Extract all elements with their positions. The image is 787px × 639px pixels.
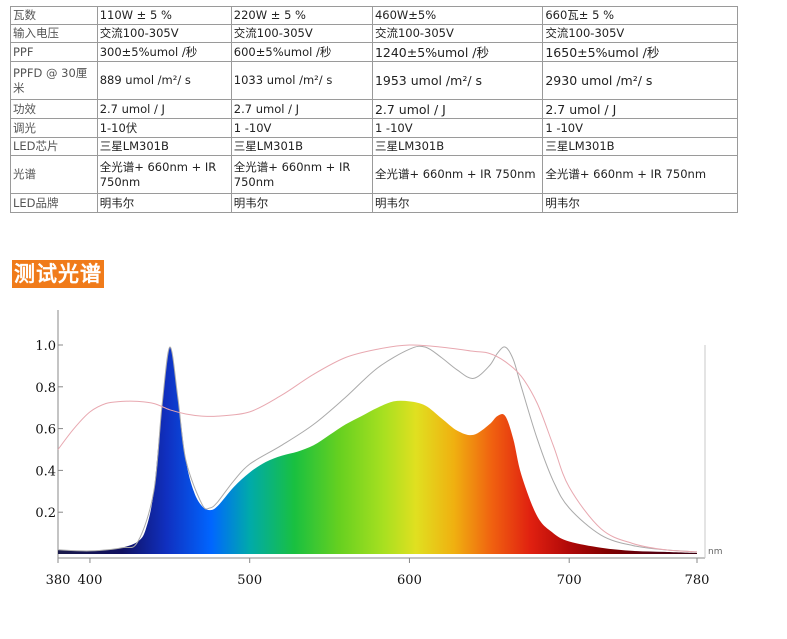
x-tick-label: 400 — [78, 573, 103, 588]
row-label: PPFD @ 30厘米 — [10, 61, 98, 100]
table-row: PPF 300±5%umol /秒 600±5%umol /秒 1240±5%umol… — [10, 42, 738, 62]
table-cell: 660瓦± 5 % — [542, 6, 738, 25]
table-cell: 1953 umol /m²/ s — [371, 61, 544, 100]
gray-reference-line — [57, 345, 698, 553]
table-cell: 1 -10V — [542, 118, 738, 138]
table-cell: 全光谱+ 660nm + IR 750nm — [230, 155, 373, 194]
table-cell: 2.7 umol / J — [371, 99, 544, 119]
row-label: 输入电压 — [10, 24, 98, 43]
x-ticks: 380 400 500 600 700 780 — [46, 558, 710, 588]
table-cell: 2.7 umol / J — [230, 99, 373, 119]
spectrum-chart: nm 0.2 0.4 0.6 0.8 1.0 380 400 500 600 700 780 — [35, 310, 722, 588]
table-cell: 1650±5%umol /秒 — [542, 42, 738, 62]
spectrum-area — [58, 347, 697, 554]
table-cell: 三星LM301B — [542, 137, 738, 156]
table-cell: 889 umol /m²/ s — [96, 61, 232, 100]
table-cell: 明韦尔 — [96, 193, 232, 213]
table-row: 功效 2.7 umol / J 2.7 umol / J 2.7 umol / J 2.… — [10, 99, 738, 119]
table-cell: 1 -10V — [371, 118, 544, 138]
row-label: PPF — [10, 42, 98, 62]
table-row: 瓦数 110W ± 5 % 220W ± 5 % 460W±5% 660瓦± 5 % — [10, 6, 738, 25]
x-tick-label: 600 — [397, 573, 422, 588]
table-row: LED品牌 明韦尔 明韦尔 明韦尔 明韦尔 — [10, 193, 738, 213]
table-cell: 2930 umol /m²/ s — [542, 61, 738, 100]
table-row: 输入电压 交流100-305V 交流100-305V 交流100-305V 交流100-… — [10, 24, 738, 43]
series-layer — [57, 344, 698, 554]
x-tick-label: 700 — [557, 573, 582, 588]
row-label: 调光 — [10, 118, 98, 138]
table-cell: 600±5%umol /秒 — [230, 42, 373, 62]
table-cell: 300±5%umol /秒 — [96, 42, 232, 62]
row-label: LED品牌 — [10, 193, 98, 213]
y-tick-label: 0.8 — [35, 381, 56, 396]
table-cell: 全光谱+ 660nm + IR 750nm — [371, 155, 544, 194]
y-tick-label: 1.0 — [35, 339, 56, 354]
spec-table: 瓦数 110W ± 5 % 220W ± 5 % 460W±5% 660瓦± 5 % 输入… — [10, 6, 738, 213]
table-cell: 1 -10V — [230, 118, 373, 138]
table-cell: 三星LM301B — [371, 137, 544, 156]
x-tick-label: 380 — [46, 573, 71, 588]
y-ticks: 0.2 0.4 0.6 0.8 1.0 — [35, 339, 63, 521]
table-cell: 1-10伏 — [96, 118, 232, 138]
table-cell: 全光谱+ 660nm + IR 750nm — [542, 155, 738, 194]
table-row: 光谱 全光谱+ 660nm + IR 750nm 全光谱+ 660nm + IR 7… — [10, 155, 738, 194]
table-cell: 460W±5% — [371, 6, 544, 25]
table-cell: 交流100-305V — [542, 24, 738, 43]
table-cell: 交流100-305V — [96, 24, 232, 43]
y-tick-label: 0.2 — [35, 506, 56, 521]
table-cell: 交流100-305V — [230, 24, 373, 43]
table-row: PPFD @ 30厘米 889 umol /m²/ s 1033 umol /m²/… — [10, 61, 738, 100]
row-label: LED芯片 — [10, 137, 98, 156]
table-cell: 明韦尔 — [230, 193, 373, 213]
table-cell: 交流100-305V — [371, 24, 544, 43]
x-unit-label: nm — [708, 547, 722, 557]
table-row: 调光 1-10伏 1 -10V 1 -10V 1 -10V — [10, 118, 738, 138]
table-cell: 全光谱+ 660nm + IR 750nm — [96, 155, 232, 194]
row-label: 瓦数 — [10, 6, 98, 25]
chart-axes: nm — [57, 310, 722, 559]
table-cell: 明韦尔 — [542, 193, 738, 213]
table-cell: 1240±5%umol /秒 — [371, 42, 544, 62]
table-cell: 2.7 umol / J — [96, 99, 232, 119]
table-cell: 三星LM301B — [96, 137, 232, 156]
y-tick-label: 0.4 — [35, 464, 56, 479]
section-title: 测试光谱 — [12, 260, 104, 288]
table-cell: 1033 umol /m²/ s — [230, 61, 373, 100]
table-row: LED芯片 三星LM301B 三星LM301B 三星LM301B 三星LM301B — [10, 137, 738, 156]
table-cell: 220W ± 5 % — [230, 6, 373, 25]
table-cell: 明韦尔 — [371, 193, 544, 213]
pink-reference-line — [57, 344, 698, 553]
row-label: 光谱 — [10, 155, 98, 194]
x-tick-label: 500 — [237, 573, 262, 588]
row-label: 功效 — [10, 99, 98, 119]
x-tick-label: 780 — [685, 573, 710, 588]
table-cell: 三星LM301B — [230, 137, 373, 156]
y-tick-label: 0.6 — [35, 423, 56, 438]
table-cell: 110W ± 5 % — [96, 6, 232, 25]
table-cell: 2.7 umol / J — [542, 99, 738, 119]
